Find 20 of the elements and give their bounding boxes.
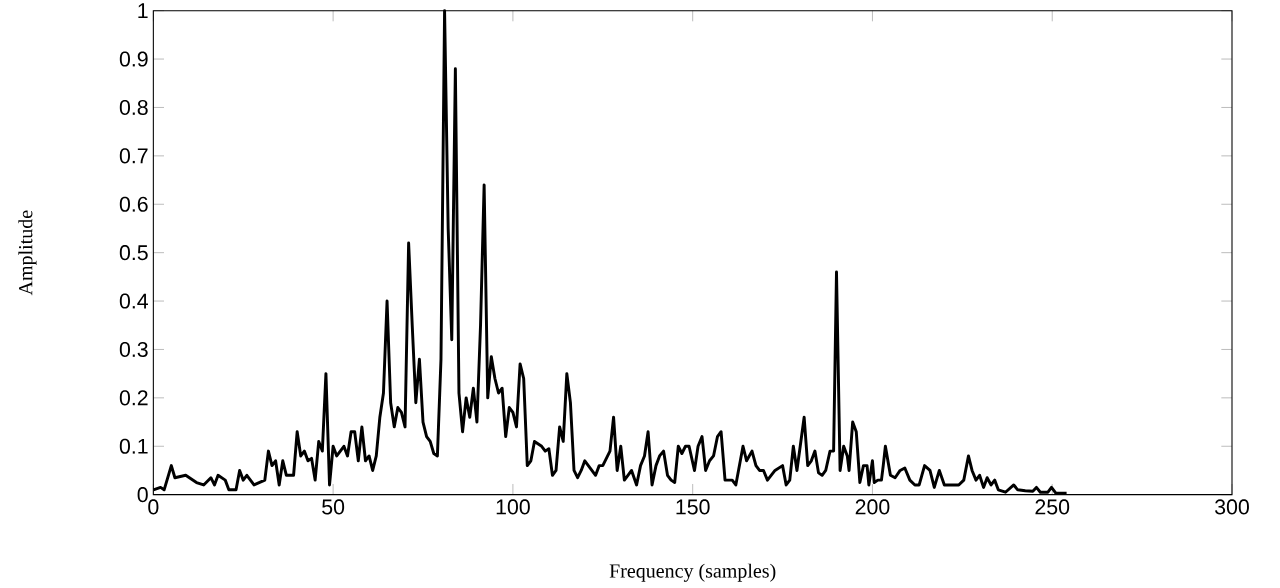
x-tick-label: 50: [322, 499, 345, 515]
y-tick-label: 0.4: [119, 293, 148, 309]
y-tick-label: 0.1: [119, 438, 148, 454]
y-tick-label: 0.2: [119, 390, 148, 406]
y-tick-label: 0: [137, 487, 148, 503]
y-tick-label: 0.8: [119, 99, 148, 116]
x-tick-label: 100: [496, 499, 530, 515]
x-tick-label: 150: [676, 499, 710, 515]
y-tick-label: 0.9: [119, 51, 148, 67]
x-tick-label: 200: [855, 499, 890, 515]
y-tick-label: 0.3: [119, 341, 148, 358]
y-tick-label: 0.6: [119, 196, 148, 212]
y-tick-label: 0.7: [119, 148, 148, 164]
y-tick-label: 0.5: [119, 245, 148, 261]
y-axis-title: Amplitude: [18, 210, 37, 296]
x-tick-label: 250: [1035, 499, 1070, 515]
x-tick-label: 300: [1215, 499, 1249, 515]
y-tick-label: 1: [138, 3, 148, 18]
x-axis-title: Frequency (samples): [609, 563, 776, 582]
x-tick-label: 0: [148, 499, 159, 515]
